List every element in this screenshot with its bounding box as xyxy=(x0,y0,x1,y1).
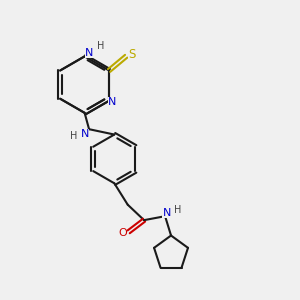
Text: H: H xyxy=(97,41,105,51)
Text: O: O xyxy=(118,228,127,238)
Text: S: S xyxy=(128,48,135,61)
Text: N: N xyxy=(108,97,116,107)
Text: N: N xyxy=(162,208,171,218)
Text: N: N xyxy=(80,129,89,139)
Text: H: H xyxy=(70,131,77,141)
Text: H: H xyxy=(174,205,181,215)
Text: N: N xyxy=(85,48,93,59)
